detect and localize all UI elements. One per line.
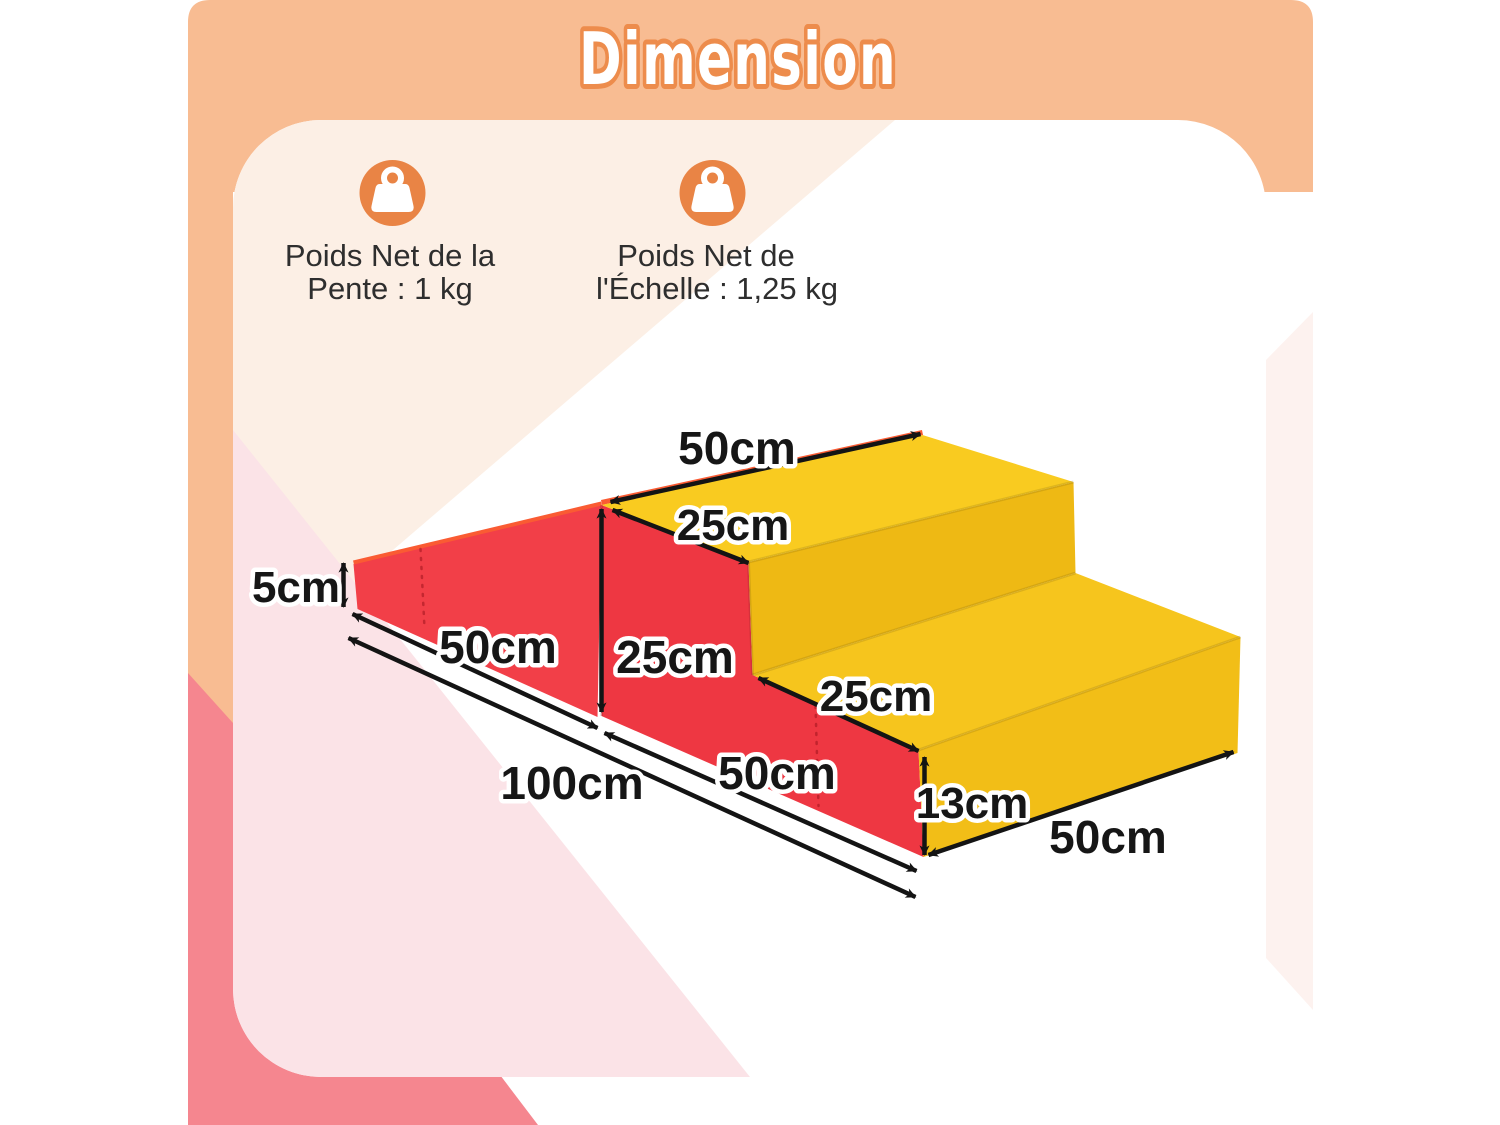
- product-dimension-infographic: Dimension Poids Net de la Pente : 1 kg P…: [187, 0, 1313, 1125]
- slope-weight-line2: Pente : 1 kg: [307, 271, 472, 306]
- arrow-base-side-width: [927, 749, 1234, 858]
- label-landing-depth: 25cm: [676, 501, 789, 550]
- label-stairs-height: 25cm: [616, 631, 734, 683]
- dimension-labels: 50cm 25cm 5cm 25cm 50cm 100cm 50cm 25cm …: [247, 418, 1171, 868]
- pale-right-strip: [1265, 312, 1313, 1010]
- slide-ridge-edge: [352, 501, 602, 565]
- label-bottom-step-height: 13cm: [915, 779, 1028, 828]
- crease-landing-edge: [747, 480, 1074, 564]
- label-stairs-base-width: 50cm: [718, 747, 836, 799]
- dimension-arrows: [337, 431, 1234, 900]
- label-base-side-width: 50cm: [1049, 811, 1167, 863]
- weight-info-ladder: Poids Net de l'Échelle : 1,25 kg: [595, 160, 838, 306]
- arrow-landing-depth: [611, 507, 749, 566]
- arrow-stairs-top-width: [609, 431, 921, 505]
- label-slide-total-length: 100cm: [500, 757, 643, 809]
- stairs-top-riser: [748, 482, 1075, 675]
- weight-icon: [359, 160, 425, 226]
- label-slide-face-width: 50cm: [439, 621, 557, 673]
- label-stairs-top-width: 50cm: [678, 422, 796, 474]
- cream-wash: [232, 120, 895, 687]
- page-title: Dimension: [579, 17, 897, 101]
- weight-info-slope: Poids Net de la Pente : 1 kg: [284, 160, 495, 306]
- label-slide-tip-height: 5cm: [251, 563, 339, 612]
- arrow-tread-depth: [757, 675, 919, 754]
- weight-icon: [679, 160, 745, 226]
- label-tread-depth: 25cm: [819, 672, 932, 721]
- arrow-stairs-base-width: [603, 730, 917, 874]
- ladder-weight-line2: l'Échelle : 1,25 kg: [595, 271, 837, 306]
- infographic-canvas: Dimension Poids Net de la Pente : 1 kg P…: [187, 0, 1313, 1125]
- ladder-weight-line1: Poids Net de: [617, 238, 795, 273]
- slope-weight-line1: Poids Net de la: [284, 238, 495, 273]
- crease-tread-front: [917, 635, 1241, 752]
